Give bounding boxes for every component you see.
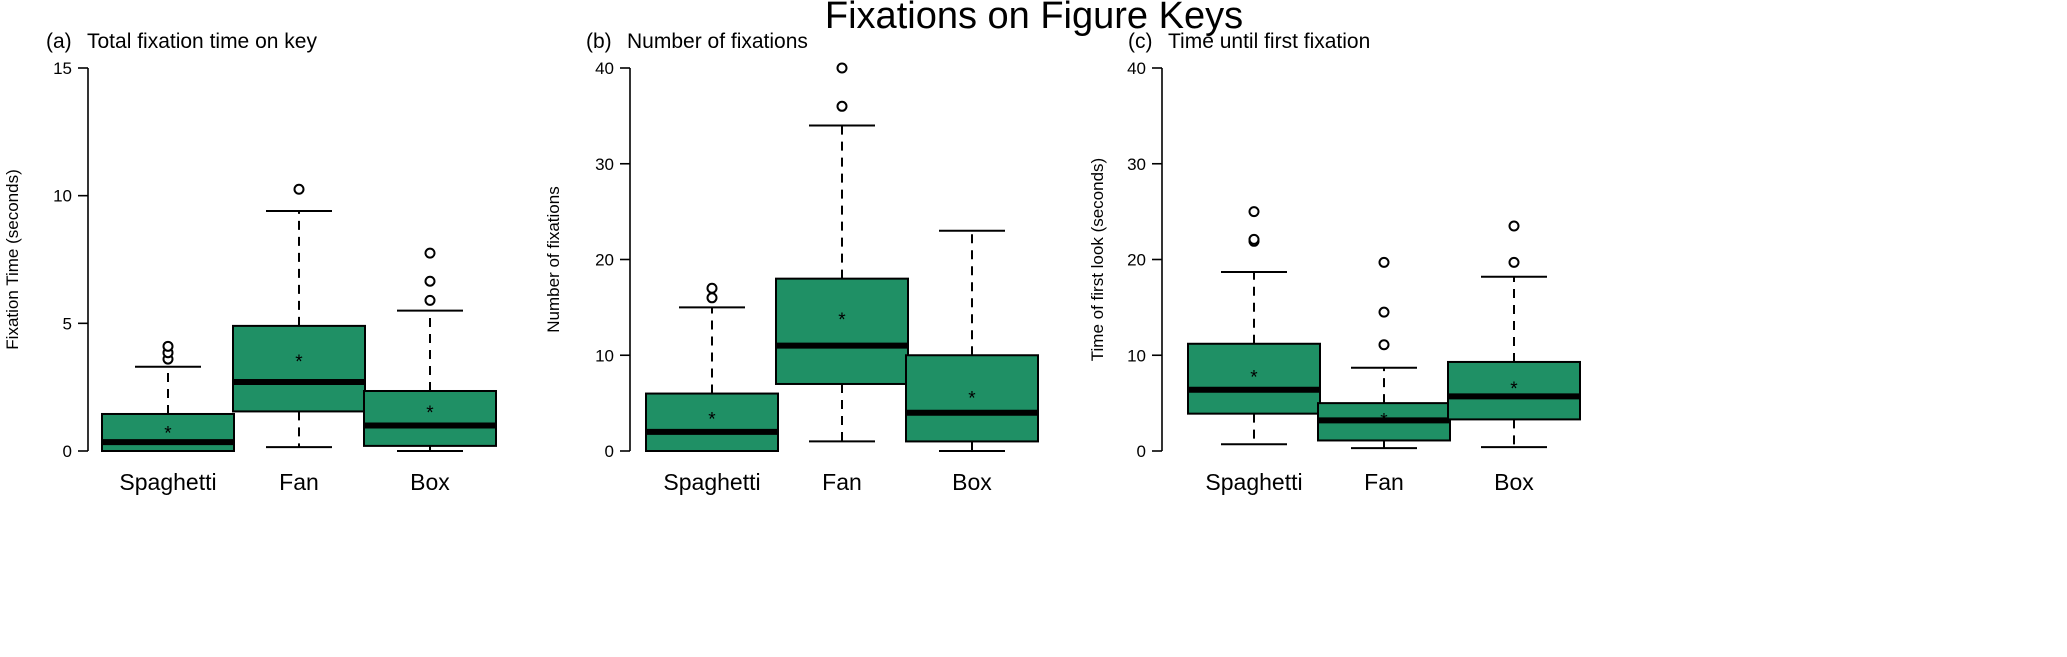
chart-panel-1: (a) Total fixation time on key 0 5 10 15 Fixat… <box>3 30 497 495</box>
outlier-point <box>836 62 848 74</box>
x-category-label: Spaghetti <box>1205 469 1302 495</box>
figure-title: Fixations on Figure Keys <box>825 0 1243 37</box>
box-box: * Box <box>363 247 497 495</box>
y-tick-label: 20 <box>1127 251 1146 270</box>
box-iqr <box>232 324 366 413</box>
y-axis-label: Fixation Time (seconds) <box>3 169 22 349</box>
mean-marker: * <box>1380 410 1388 431</box>
mean-marker: * <box>708 410 716 431</box>
x-category-label: Spaghetti <box>663 469 760 495</box>
outlier-point <box>1248 233 1260 245</box>
panel-title: Number of fixations <box>627 30 808 53</box>
outlier-point <box>706 282 718 294</box>
outlier-point <box>424 275 436 287</box>
box-iqr <box>1187 342 1321 415</box>
y-tick-label: 0 <box>1137 442 1146 461</box>
x-category-label: Fan <box>279 469 319 495</box>
x-category-label: Fan <box>822 469 862 495</box>
y-tick-label: 20 <box>595 251 614 270</box>
outlier-point <box>293 183 305 195</box>
y-tick-label: 5 <box>63 314 72 333</box>
box-iqr <box>363 389 497 447</box>
y-axis-label: Time of first look (seconds) <box>1088 158 1107 361</box>
y-tick-label: 30 <box>595 155 614 174</box>
box-fan: * Fan <box>232 183 366 495</box>
chart-panel-2: (b) Number of fixations 0 10 20 30 40 Number of… <box>544 30 1039 495</box>
mean-marker: * <box>1510 379 1518 400</box>
panel-label: (a) <box>46 30 72 53</box>
y-tick-label: 10 <box>1127 346 1146 365</box>
box-iqr <box>1447 360 1581 421</box>
mean-marker: * <box>838 310 846 331</box>
box-fan: * Fan <box>1317 256 1451 495</box>
mean-marker: * <box>295 352 303 373</box>
y-tick-label: 30 <box>1127 155 1146 174</box>
outlier-point <box>1378 339 1390 351</box>
box-box: * Box <box>905 229 1039 495</box>
outlier-point <box>1508 220 1520 232</box>
panel-title: Time until first fixation <box>1168 30 1370 53</box>
y-tick-label: 10 <box>53 187 72 206</box>
outlier-point <box>424 294 436 306</box>
box-spaghetti: * Spaghetti <box>645 282 779 495</box>
x-category-label: Fan <box>1364 469 1404 495</box>
y-tick-label: 15 <box>53 59 72 78</box>
outlier-point <box>706 292 718 304</box>
outlier-point <box>162 340 174 352</box>
chart-panel-3: (c) Time until first fixation 0 10 20 30 40 Tim… <box>1088 30 1581 495</box>
outlier-point <box>1378 306 1390 318</box>
outlier-point <box>1508 256 1520 268</box>
box-spaghetti: * Spaghetti <box>1187 206 1321 495</box>
outlier-point <box>1248 206 1260 218</box>
outlier-point <box>836 100 848 112</box>
box-iqr <box>905 354 1039 443</box>
x-category-label: Spaghetti <box>119 469 216 495</box>
x-category-label: Box <box>410 469 450 495</box>
mean-marker: * <box>426 403 434 424</box>
y-tick-label: 40 <box>595 59 614 78</box>
panel-label: (b) <box>586 30 612 53</box>
mean-marker: * <box>1250 367 1258 388</box>
y-tick-label: 40 <box>1127 59 1146 78</box>
y-tick-label: 10 <box>595 346 614 365</box>
y-tick-label: 0 <box>605 442 614 461</box>
panel-label: (c) <box>1128 30 1153 53</box>
panel-title: Total fixation time on key <box>87 30 317 53</box>
outlier-point <box>424 247 436 259</box>
box-iqr <box>775 277 909 385</box>
mean-marker: * <box>164 424 172 445</box>
y-tick-label: 0 <box>63 442 72 461</box>
y-axis-label: Number of fixations <box>544 186 563 332</box>
box-spaghetti: * Spaghetti <box>101 340 235 495</box>
box-box: * Box <box>1447 220 1581 495</box>
box-fan: * Fan <box>775 62 909 495</box>
x-category-label: Box <box>1494 469 1534 495</box>
box-iqr <box>645 392 779 452</box>
x-category-label: Box <box>952 469 992 495</box>
mean-marker: * <box>968 388 976 409</box>
outlier-point <box>1378 256 1390 268</box>
